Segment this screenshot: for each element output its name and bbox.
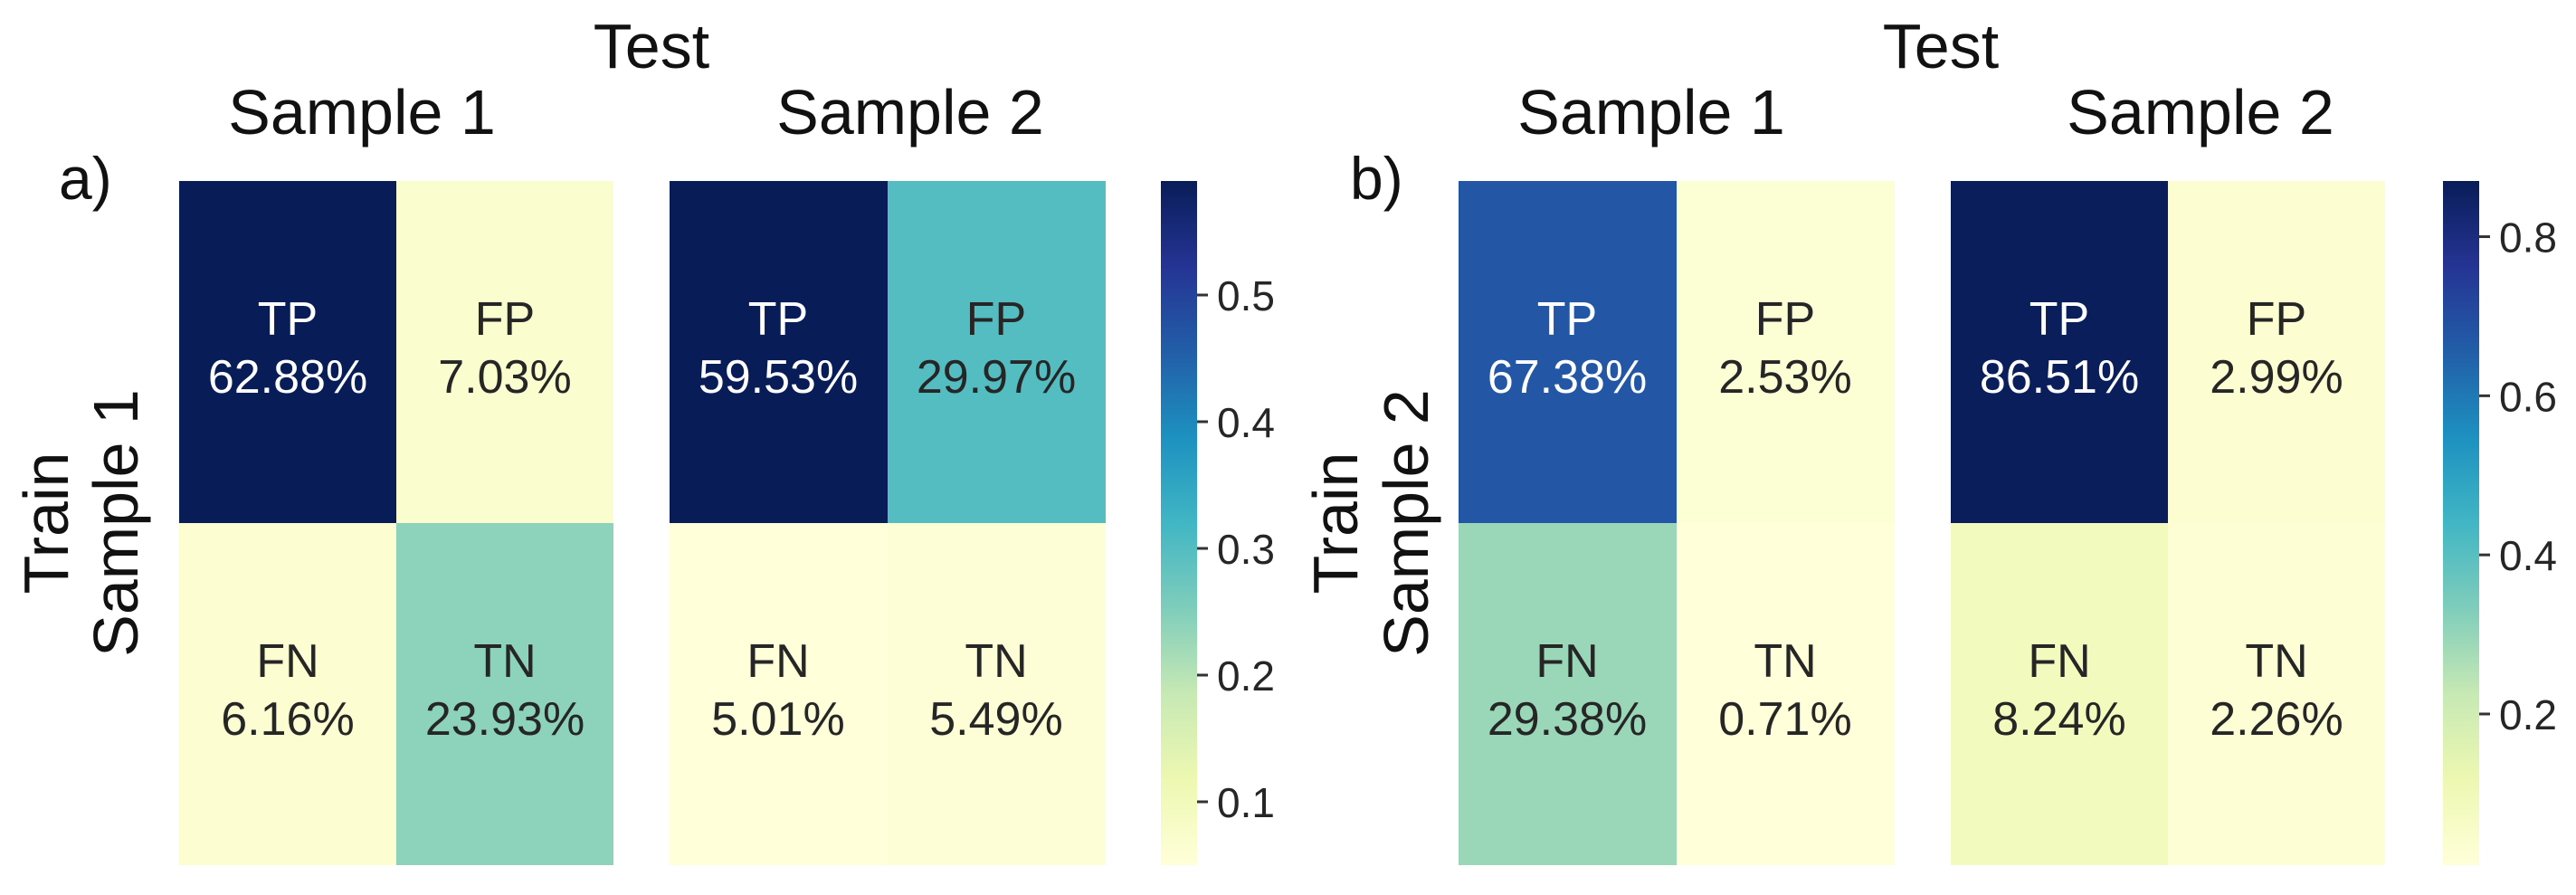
colorbar-tick-label: 0.4 bbox=[2499, 532, 2557, 579]
cell-tn: TN 0.71% bbox=[1677, 523, 1895, 865]
cell-fn: FN 5.01% bbox=[670, 523, 888, 865]
panel-a: a) Test Sample 1 Sample 2 Train Sample 1… bbox=[11, 11, 1275, 865]
colorbar-gradient bbox=[1161, 181, 1197, 865]
cell-value: 5.49% bbox=[929, 693, 1062, 746]
panel-a-col-label-sample-1: Sample 1 bbox=[228, 77, 496, 148]
colorbar-tick-label: 0.8 bbox=[2499, 214, 2557, 262]
cell-value: 67.38% bbox=[1488, 351, 1647, 404]
colorbar-tick-label: 0.2 bbox=[2499, 691, 2557, 738]
colorbar-gradient bbox=[2443, 181, 2479, 865]
colorbar-tick-label: 0.1 bbox=[1217, 779, 1275, 826]
colorbar-tick-label: 0.6 bbox=[2499, 373, 2557, 420]
colorbar-tick-label: 0.3 bbox=[1217, 526, 1275, 573]
colorbar-tick-label: 0.4 bbox=[1217, 399, 1275, 446]
panel-b-test-title: Test bbox=[1883, 11, 1999, 81]
cell-tn: TN 23.93% bbox=[396, 523, 613, 865]
cell-label: FP bbox=[2247, 293, 2306, 346]
cell-label: TN bbox=[2245, 635, 2307, 688]
cell-fn: FN 29.38% bbox=[1459, 523, 1677, 865]
cell-value: 29.38% bbox=[1488, 693, 1647, 746]
cell-label: FN bbox=[746, 635, 809, 688]
cell-fp: FP 2.53% bbox=[1677, 181, 1895, 523]
cell-label: TN bbox=[473, 635, 536, 688]
cell-tp: TP 59.53% bbox=[670, 181, 888, 523]
cell-label: TP bbox=[258, 293, 318, 346]
cell-fp: FP 7.03% bbox=[396, 181, 613, 523]
cell-value: 2.99% bbox=[2210, 351, 2343, 404]
cell-label: TN bbox=[965, 635, 1027, 688]
cell-value: 62.88% bbox=[208, 351, 367, 404]
cell-value: 0.71% bbox=[1718, 693, 1851, 746]
cell-fn: FN 8.24% bbox=[1951, 523, 2168, 865]
panel-a-row-label: Sample 1 bbox=[81, 389, 151, 657]
cell-label: TP bbox=[748, 293, 808, 346]
panel-b-label: b) bbox=[1350, 145, 1403, 212]
panel-a-matrix-sample-2: TP 59.53% FP 29.97% FN 5.01% TN 5.49% bbox=[670, 181, 1106, 865]
cell-tn: TN 5.49% bbox=[888, 523, 1106, 865]
cell-value: 8.24% bbox=[1992, 693, 2125, 746]
panel-a-col-label-sample-2: Sample 2 bbox=[776, 77, 1044, 148]
cell-value: 7.03% bbox=[438, 351, 571, 404]
cell-value: 2.53% bbox=[1718, 351, 1851, 404]
cell-tp: TP 67.38% bbox=[1459, 181, 1677, 523]
colorbar-tick-label: 0.2 bbox=[1217, 652, 1275, 700]
panel-b-col-label-sample-1: Sample 1 bbox=[1517, 77, 1785, 148]
cell-tn: TN 2.26% bbox=[2168, 523, 2385, 865]
panel-b-col-label-sample-2: Sample 2 bbox=[2067, 77, 2334, 148]
cell-label: TP bbox=[2029, 293, 2089, 346]
panel-a-test-title: Test bbox=[594, 11, 709, 81]
cell-value: 23.93% bbox=[425, 693, 585, 746]
cell-label: FN bbox=[1535, 635, 1598, 688]
cell-value: 29.97% bbox=[917, 351, 1076, 404]
cell-fp: FP 2.99% bbox=[2168, 181, 2385, 523]
cell-value: 2.26% bbox=[2210, 693, 2343, 746]
cell-label: FN bbox=[2028, 635, 2090, 688]
cell-label: FP bbox=[475, 293, 535, 346]
panel-b-row-label: Sample 2 bbox=[1371, 389, 1441, 657]
cell-value: 59.53% bbox=[699, 351, 858, 404]
cell-fn: FN 6.16% bbox=[179, 523, 396, 865]
colorbar-ticks: 0.2 0.4 0.6 0.8 bbox=[2479, 214, 2557, 738]
cell-label: TP bbox=[1537, 293, 1597, 346]
panel-a-colorbar: 0.1 0.2 0.3 0.4 0.5 bbox=[1161, 181, 1275, 865]
panel-b-train-title: Train bbox=[1300, 452, 1371, 595]
cell-label: TN bbox=[1754, 635, 1816, 688]
panel-b-colorbar: 0.2 0.4 0.6 0.8 bbox=[2443, 181, 2557, 865]
cell-label: FP bbox=[1755, 293, 1815, 346]
panel-a-label: a) bbox=[59, 145, 112, 212]
cell-tp: TP 62.88% bbox=[179, 181, 396, 523]
cell-value: 5.01% bbox=[711, 693, 844, 746]
cell-fp: FP 29.97% bbox=[888, 181, 1106, 523]
colorbar-tick-label: 0.5 bbox=[1217, 272, 1275, 319]
panel-a-train-title: Train bbox=[11, 452, 81, 595]
panel-a-matrix-sample-1: TP 62.88% FP 7.03% FN 6.16% TN 23.93% bbox=[179, 181, 613, 865]
cell-label: FN bbox=[256, 635, 318, 688]
cell-value: 6.16% bbox=[221, 693, 354, 746]
panel-b: b) Test Sample 1 Sample 2 Train Sample 2… bbox=[1300, 11, 2557, 865]
cell-tp: TP 86.51% bbox=[1951, 181, 2168, 523]
colorbar-ticks: 0.1 0.2 0.3 0.4 0.5 bbox=[1197, 272, 1275, 826]
panel-b-matrix-sample-1: TP 67.38% FP 2.53% FN 29.38% TN 0.71% bbox=[1459, 181, 1895, 865]
panel-b-matrix-sample-2: TP 86.51% FP 2.99% FN 8.24% TN 2.26% bbox=[1951, 181, 2385, 865]
cell-label: FP bbox=[966, 293, 1026, 346]
cell-value: 86.51% bbox=[1980, 351, 2139, 404]
